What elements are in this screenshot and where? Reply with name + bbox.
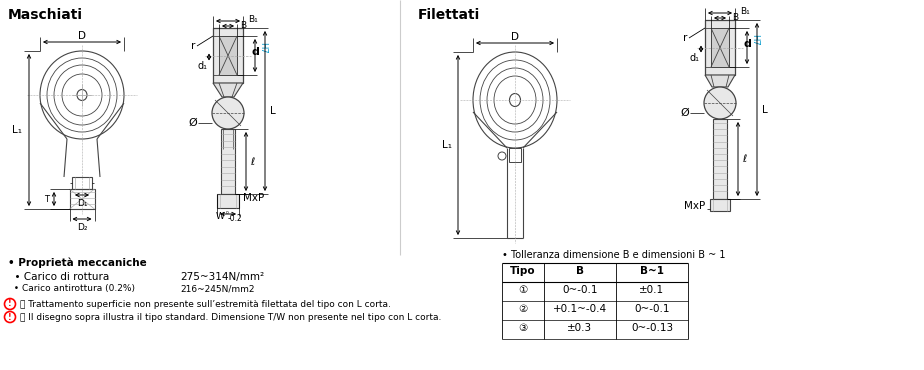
Text: D₁: D₁ <box>77 198 87 208</box>
Bar <box>705 20 735 75</box>
Bar <box>509 148 521 162</box>
Text: -0.2: -0.2 <box>228 213 243 222</box>
Text: r: r <box>191 41 195 51</box>
Text: H7: H7 <box>750 34 759 46</box>
Text: Ø: Ø <box>680 108 688 118</box>
Text: T: T <box>44 195 49 204</box>
Bar <box>217 194 239 208</box>
Bar <box>69 189 94 209</box>
Text: 0~-0.1: 0~-0.1 <box>562 285 598 295</box>
Text: D: D <box>78 31 86 41</box>
Text: Tipo: Tipo <box>510 266 536 276</box>
Bar <box>213 28 243 83</box>
Text: +0.1~-0.4: +0.1~-0.4 <box>553 304 607 314</box>
Text: 275~314N/mm²: 275~314N/mm² <box>180 272 264 282</box>
Text: B₁: B₁ <box>248 14 258 24</box>
Text: W: W <box>216 212 225 221</box>
Text: B: B <box>576 266 584 276</box>
Text: ⁰: ⁰ <box>226 212 229 218</box>
Text: L₁: L₁ <box>442 140 452 150</box>
Text: • Carico di rottura: • Carico di rottura <box>8 272 109 282</box>
Bar <box>713 119 727 199</box>
Text: Filettati: Filettati <box>418 8 480 22</box>
Circle shape <box>212 97 244 129</box>
Text: 216~245N/mm2: 216~245N/mm2 <box>180 284 254 293</box>
Text: Maschiati: Maschiati <box>8 8 83 22</box>
Bar <box>710 199 730 211</box>
Bar <box>72 177 92 189</box>
Text: !: ! <box>8 299 12 309</box>
Text: ③: ③ <box>518 323 528 333</box>
Bar <box>221 129 235 194</box>
Text: d₁: d₁ <box>198 61 208 71</box>
Text: • Proprietà meccaniche: • Proprietà meccaniche <box>8 258 147 269</box>
Text: D: D <box>511 32 519 42</box>
Text: MxP: MxP <box>684 201 705 211</box>
Text: ⓘ Il disegno sopra illustra il tipo standard. Dimensione T/W non presente nel ti: ⓘ Il disegno sopra illustra il tipo stan… <box>20 313 442 322</box>
Text: L₁: L₁ <box>12 125 22 135</box>
Text: • Tolleranza dimensione B e dimensioni B ~ 1: • Tolleranza dimensione B e dimensioni B… <box>502 250 725 260</box>
Polygon shape <box>705 75 735 87</box>
Text: • Carico antirottura (0.2%): • Carico antirottura (0.2%) <box>8 284 135 293</box>
Text: ①: ① <box>518 285 528 295</box>
Text: B~1: B~1 <box>640 266 664 276</box>
Text: 0~-0.13: 0~-0.13 <box>631 323 673 333</box>
Polygon shape <box>213 83 243 97</box>
Text: d: d <box>743 38 751 48</box>
Text: B: B <box>240 20 246 30</box>
Bar <box>711 28 729 67</box>
Text: Ø: Ø <box>188 118 197 128</box>
Text: r: r <box>683 33 687 43</box>
Text: L: L <box>270 106 275 116</box>
Text: ②: ② <box>518 304 528 314</box>
Text: D₂: D₂ <box>77 222 87 232</box>
Bar <box>219 36 237 75</box>
Circle shape <box>704 87 736 119</box>
Text: ±0.3: ±0.3 <box>567 323 592 333</box>
Text: L: L <box>762 104 768 114</box>
Text: ℓ: ℓ <box>742 154 747 164</box>
Text: ±0.1: ±0.1 <box>639 285 664 295</box>
Text: B: B <box>732 13 738 21</box>
Text: ⓘ Trattamento superficie non presente sull’estremità filettata del tipo con L co: ⓘ Trattamento superficie non presente su… <box>20 300 391 309</box>
Circle shape <box>498 152 506 160</box>
Text: ℓ: ℓ <box>250 157 254 166</box>
Text: B₁: B₁ <box>740 7 749 16</box>
Text: H7: H7 <box>258 42 267 53</box>
Text: !: ! <box>8 313 12 322</box>
Text: d₁: d₁ <box>690 53 700 63</box>
Text: 0~-0.1: 0~-0.1 <box>634 304 670 314</box>
Text: MxP: MxP <box>243 193 264 203</box>
Text: d: d <box>251 47 259 57</box>
